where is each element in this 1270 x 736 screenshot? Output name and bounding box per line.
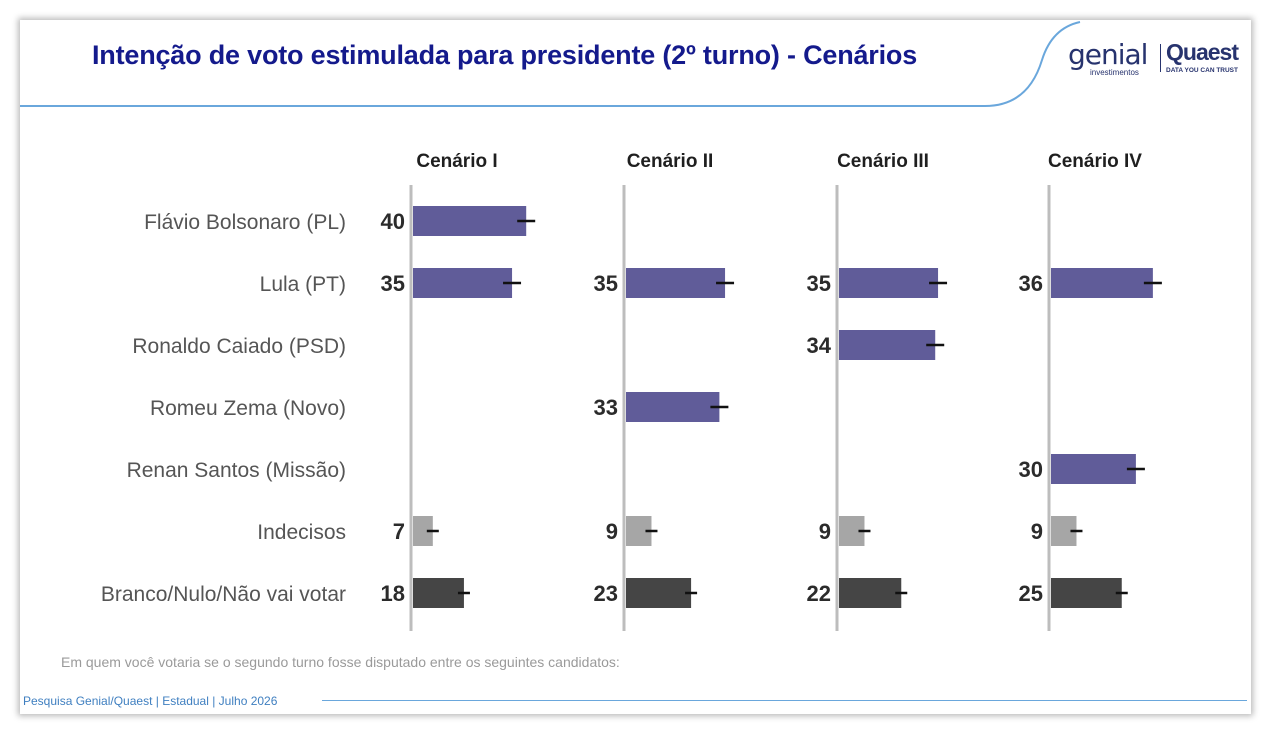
question-note: Em quem você votaria se o segundo turno … xyxy=(61,654,620,670)
data-label: 25 xyxy=(1019,581,1043,606)
page-title: Intenção de voto estimulada para preside… xyxy=(92,40,918,70)
data-label: 7 xyxy=(393,519,405,544)
footer-source: Pesquisa Genial/Quaest | Estadual | Julh… xyxy=(23,694,278,708)
header-divider xyxy=(20,21,1081,107)
bar xyxy=(626,268,726,298)
slide: Intenção de voto estimulada para preside… xyxy=(20,20,1251,714)
bar xyxy=(839,578,902,608)
data-label: 35 xyxy=(381,271,405,296)
bar xyxy=(1051,268,1153,298)
quaest-logo-subtext: DATA YOU CAN TRUST xyxy=(1166,67,1238,74)
category-label: Renan Santos (Missão) xyxy=(127,459,346,482)
panel-title: Cenário II xyxy=(627,151,714,172)
quaest-logo-text: Quaest xyxy=(1166,39,1239,65)
genial-logo-text: genial xyxy=(1068,38,1148,71)
data-label: 34 xyxy=(807,333,832,358)
category-label: Romeu Zema (Novo) xyxy=(150,397,346,420)
data-label: 33 xyxy=(594,395,618,420)
data-label: 35 xyxy=(807,271,831,296)
panel-title: Cenário IV xyxy=(1048,151,1142,172)
bar xyxy=(839,268,939,298)
category-label: Branco/Nulo/Não vai votar xyxy=(101,583,346,606)
data-label: 23 xyxy=(594,581,618,606)
data-label: 9 xyxy=(606,519,618,544)
bar xyxy=(1051,454,1136,484)
category-label: Flávio Bolsonaro (PL) xyxy=(144,211,346,234)
panel-title: Cenário I xyxy=(416,151,497,172)
data-label: 35 xyxy=(594,271,618,296)
bar xyxy=(1051,578,1122,608)
data-label: 22 xyxy=(807,581,831,606)
category-label: Lula (PT) xyxy=(260,273,346,296)
data-label: 18 xyxy=(381,581,405,606)
data-label: 9 xyxy=(1031,519,1043,544)
data-label: 40 xyxy=(381,209,405,234)
data-label: 9 xyxy=(819,519,831,544)
brand-logo: genial investimentos Quaest DATA YOU CAN… xyxy=(1068,38,1243,80)
category-label: Ronaldo Caiado (PSD) xyxy=(132,335,346,358)
bar xyxy=(839,330,936,360)
bar xyxy=(413,578,464,608)
bar xyxy=(626,578,692,608)
logo-separator xyxy=(1160,44,1161,72)
data-label: 36 xyxy=(1019,271,1043,296)
bar xyxy=(413,206,527,236)
data-label: 30 xyxy=(1019,457,1043,482)
genial-logo-subtext: investimentos xyxy=(1090,68,1139,77)
bar-chart: Flávio Bolsonaro (PL) Lula (PT) Ronaldo Ca… xyxy=(101,151,1162,631)
bar xyxy=(413,516,433,546)
bar xyxy=(626,392,720,422)
footer-divider xyxy=(322,700,1247,701)
panel-title: Cenário III xyxy=(837,151,929,172)
category-label: Indecisos xyxy=(257,521,346,544)
bar xyxy=(413,268,513,298)
